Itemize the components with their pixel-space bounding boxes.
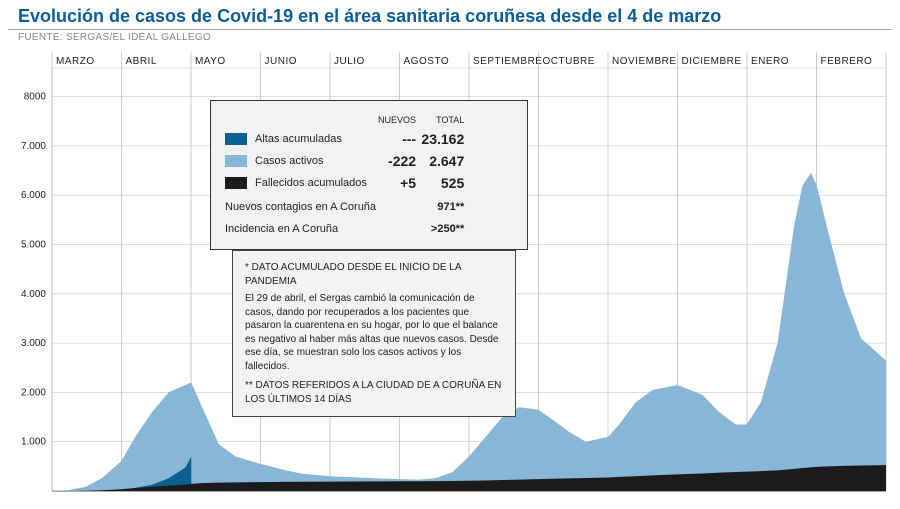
month-label: OCTUBRE xyxy=(543,56,595,67)
ytick-label: 7.000 xyxy=(21,141,46,152)
legend-sub-val: >250** xyxy=(418,217,464,237)
ytick-label: 3.000 xyxy=(21,338,46,349)
legend-swatch xyxy=(225,177,247,189)
month-label: MARZO xyxy=(56,56,95,67)
month-label: JUNIO xyxy=(265,56,298,67)
footnote-head: * DATO ACUMULADO DESDE EL INICIO DE LA P… xyxy=(245,261,503,288)
chart-title: Evolución de casos de Covid-19 en el áre… xyxy=(8,0,892,30)
month-label: AGOSTO xyxy=(404,56,450,67)
legend-label: Fallecidos acumulados xyxy=(255,177,367,189)
legend-header-nuevos: NUEVOS xyxy=(378,113,416,127)
ytick-label: 8000 xyxy=(24,92,47,103)
legend-total: 23.162 xyxy=(418,129,464,149)
month-label: ABRIL xyxy=(126,56,157,67)
legend-nuevos: +5 xyxy=(378,173,416,193)
chart-source: FUENTE: SERGAS/EL IDEAL GALLEGO xyxy=(8,30,892,47)
legend-swatch xyxy=(225,155,247,167)
legend-sub-label: Incidencia en A Coruña xyxy=(225,223,338,235)
legend-row: Casos activos -2222.647 xyxy=(225,151,464,171)
ytick-label: 6.000 xyxy=(21,190,46,201)
legend-row: Altas acumuladas ---23.162 xyxy=(225,129,464,149)
legend-row: Fallecidos acumulados +5525 xyxy=(225,173,464,193)
month-label: ENERO xyxy=(751,56,789,67)
legend-label: Casos activos xyxy=(255,155,323,167)
legend-sub-val: 971** xyxy=(418,195,464,215)
legend-total: 2.647 xyxy=(418,151,464,171)
legend-sub-row: Incidencia en A Coruña >250** xyxy=(225,217,464,237)
legend-box: NUEVOS TOTAL Altas acumuladas---23.162Ca… xyxy=(210,100,528,250)
footnote-box: * DATO ACUMULADO DESDE EL INICIO DE LA P… xyxy=(232,250,516,417)
legend-label: Altas acumuladas xyxy=(255,133,342,145)
legend-nuevos: --- xyxy=(378,129,416,149)
legend-sub-label: Nuevos contagios en A Coruña xyxy=(225,201,376,213)
month-label: SEPTIEMBRE xyxy=(473,56,542,67)
ytick-label: 4.000 xyxy=(21,289,46,300)
ytick-label: 1.000 xyxy=(21,437,46,448)
legend-sub-row: Nuevos contagios en A Coruña 971** xyxy=(225,195,464,215)
footnote-body: El 29 de abril, el Sergas cambió la comu… xyxy=(245,292,503,373)
footnote-head2: ** DATOS REFERIDOS A LA CIUDAD DE A CORU… xyxy=(245,379,503,406)
month-label: MAYO xyxy=(195,56,226,67)
month-label: FEBRERO xyxy=(821,56,873,67)
legend-swatch xyxy=(225,133,247,145)
ytick-label: 2.000 xyxy=(21,387,46,398)
month-label: DICIEMBRE xyxy=(682,56,742,67)
legend-total: 525 xyxy=(418,173,464,193)
ytick-label: 5.000 xyxy=(21,240,46,251)
legend-nuevos: -222 xyxy=(378,151,416,171)
month-label: JULIO xyxy=(334,56,365,67)
legend-header-total: TOTAL xyxy=(418,113,464,127)
month-label: NOVIEMBRE xyxy=(612,56,677,67)
